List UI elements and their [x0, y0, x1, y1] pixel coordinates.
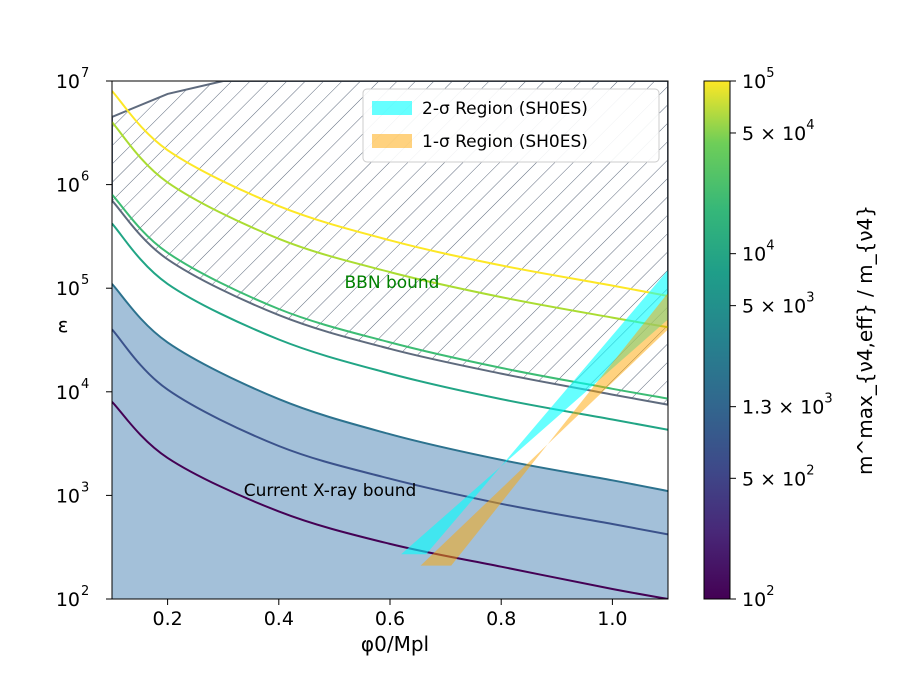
- colorbar-tick-label: 1.3 × 103: [742, 392, 833, 419]
- y-tick-exponent: 3: [81, 480, 89, 495]
- y-tick-label: 10: [56, 278, 80, 300]
- xray-bound-region: [112, 283, 668, 599]
- y-axis-label: ε: [58, 313, 69, 337]
- colorbar-tick-label: 5 × 102: [742, 463, 815, 490]
- colorbar-tick-label: 105: [742, 66, 774, 93]
- series-line-3: [112, 222, 668, 431]
- x-tick-label: 0.2: [152, 608, 182, 630]
- x-tick-label: 0.8: [486, 608, 516, 630]
- legend-label-sigma1: 1-σ Region (SH0ES): [422, 132, 588, 152]
- colorbar-tick-label: 5 × 103: [742, 291, 815, 318]
- colorbar-tick-label: 5 × 104: [742, 118, 815, 145]
- x-axis-label: φ0/Mpl: [361, 632, 429, 656]
- y-tick-exponent: 4: [81, 377, 89, 392]
- series-line-2: [112, 283, 668, 493]
- x-tick-label: 0.4: [264, 608, 294, 630]
- colorbar-gradient: [703, 80, 731, 600]
- y-tick-label: 10: [56, 382, 80, 404]
- y-tick-exponent: 5: [81, 273, 89, 288]
- x-tick-label: 1.0: [597, 608, 627, 630]
- xray-bound-label: Current X-ray bound: [244, 481, 417, 501]
- colorbar-label: m^max_{ν4,eff} / m_{ν4}: [853, 205, 877, 475]
- y-tick-label: 10: [56, 175, 80, 197]
- colorbar-tick-label: 102: [742, 584, 774, 611]
- y-tick-label: 10: [56, 71, 80, 93]
- series-line-5: [112, 121, 668, 329]
- bbn-bound-label: BBN bound: [345, 273, 440, 293]
- colorbar-tick-label: 104: [742, 239, 774, 266]
- x-tick-label: 0.6: [375, 608, 405, 630]
- series-line-1: [112, 328, 668, 536]
- series-line-6: [112, 90, 668, 297]
- legend: 2-σ Region (SH0ES) 1-σ Region (SH0ES): [362, 88, 660, 163]
- series-line-0: [112, 401, 668, 599]
- y-tick-label: 10: [56, 485, 80, 507]
- legend-box: [362, 88, 660, 163]
- y-tick-exponent: 2: [81, 584, 89, 599]
- legend-swatch-sigma1: [372, 134, 412, 148]
- y-tick-exponent: 6: [81, 170, 89, 185]
- legend-swatch-sigma2: [372, 101, 412, 115]
- y-tick-exponent: 7: [81, 66, 89, 81]
- legend-label-sigma2: 2-σ Region (SH0ES): [422, 99, 588, 119]
- y-tick-label: 10: [56, 589, 80, 611]
